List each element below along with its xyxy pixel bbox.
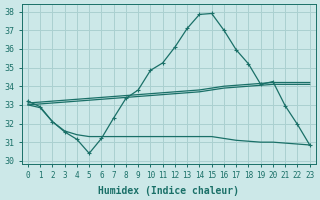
X-axis label: Humidex (Indice chaleur): Humidex (Indice chaleur) [98, 186, 239, 196]
